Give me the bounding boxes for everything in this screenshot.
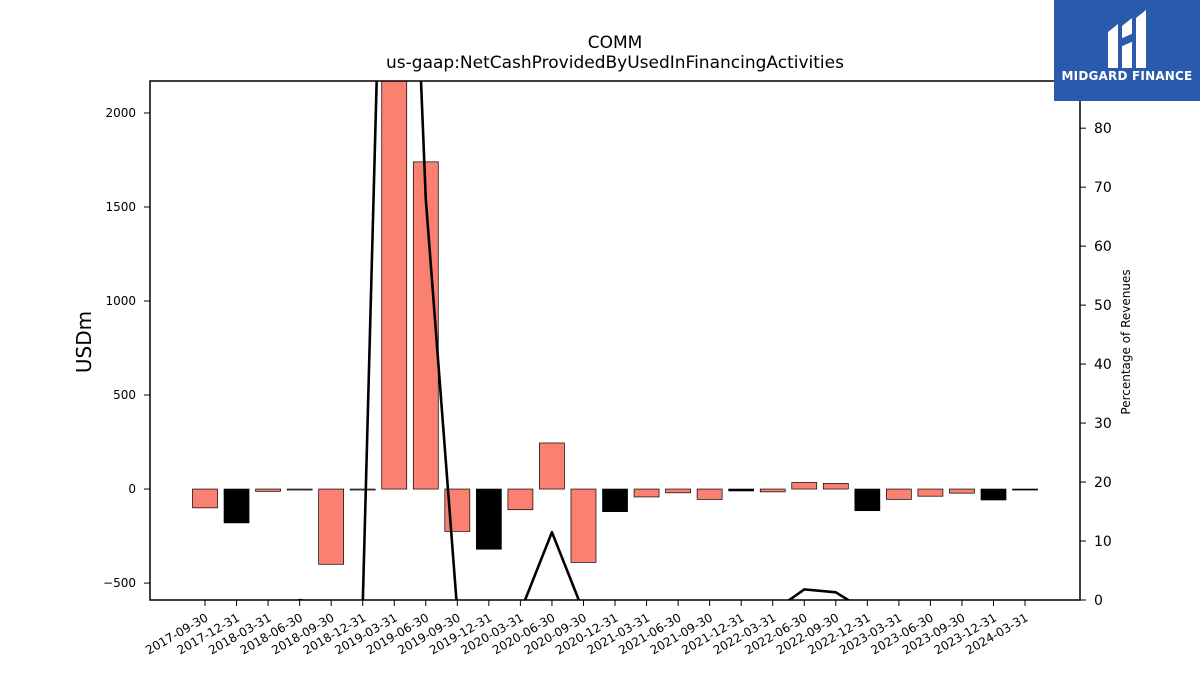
bar-2017-09-30 bbox=[192, 488, 218, 509]
y-tick-label-right: 50 bbox=[1094, 298, 1112, 314]
y-tick-label-right: 0 bbox=[1094, 593, 1103, 609]
y-tick-label-right: 80 bbox=[1094, 121, 1112, 137]
y-tick-label-right: 20 bbox=[1094, 475, 1112, 491]
bar-2023-03-31 bbox=[886, 488, 912, 500]
y-ticks: −500 0 500 1000 1500 2000 bbox=[103, 106, 150, 590]
bar-2019-06-30 bbox=[412, 161, 439, 490]
bar-2021-03-31 bbox=[633, 488, 660, 498]
brand-name: MIDGARD FINANCE bbox=[1061, 69, 1193, 83]
bar-2023-09-30 bbox=[949, 488, 975, 494]
bar-2020-06-30 bbox=[539, 442, 565, 490]
bar-2022-09-30 bbox=[822, 483, 849, 490]
bar-2018-09-30 bbox=[318, 488, 345, 565]
y-ticks-right: 0 10 20 30 40 50 60 70 80 bbox=[1080, 121, 1112, 609]
plot-frame bbox=[149, 80, 1081, 601]
bars bbox=[192, 81, 1038, 565]
bar-2021-06-30 bbox=[665, 488, 691, 494]
bar-2022-03-31 bbox=[759, 488, 786, 493]
y-axis-label-right: Percentage of Revenues bbox=[1119, 269, 1133, 414]
bar-2020-03-31 bbox=[507, 488, 534, 511]
bar-2021-12-31 bbox=[728, 488, 755, 492]
bar-2023-12-31 bbox=[980, 488, 1007, 501]
bar-2018-03-31 bbox=[255, 488, 281, 492]
bar-2019-12-31 bbox=[476, 488, 502, 550]
y-tick-label-right: 40 bbox=[1094, 357, 1112, 373]
x-ticks: 2017-09-302017-12-312018-03-312018-06-30… bbox=[143, 600, 1031, 657]
bar-2022-12-31 bbox=[854, 488, 881, 512]
midgard-logo-icon bbox=[1108, 10, 1146, 68]
bar-2018-12-31 bbox=[349, 488, 376, 491]
bar-2022-06-30 bbox=[791, 482, 818, 490]
bar-2023-06-30 bbox=[917, 488, 944, 497]
chart-title: COMM bbox=[588, 33, 643, 53]
y-tick-label-right: 70 bbox=[1094, 180, 1112, 196]
bar-2020-12-31 bbox=[602, 488, 628, 512]
y-tick-label: 500 bbox=[113, 388, 136, 402]
y-tick-label: 0 bbox=[128, 482, 136, 496]
y-tick-label: −500 bbox=[103, 576, 136, 590]
y-tick-label-right: 10 bbox=[1094, 534, 1112, 550]
y-tick-label-right: 60 bbox=[1094, 239, 1112, 255]
bar-2020-09-30 bbox=[570, 488, 597, 563]
y-tick-label: 1000 bbox=[105, 294, 136, 308]
bar-2021-09-30 bbox=[696, 488, 723, 500]
bar-2018-06-30 bbox=[286, 488, 313, 491]
bar-2019-03-31 bbox=[381, 81, 408, 490]
y-tick-label: 1500 bbox=[105, 200, 136, 214]
bar-2017-12-31 bbox=[223, 488, 250, 524]
bar-2024-03-31 bbox=[1012, 488, 1038, 491]
y-tick-label-right: 30 bbox=[1094, 416, 1112, 432]
brand-logo: MIDGARD FINANCE bbox=[1054, 0, 1200, 101]
chart-subtitle: us-gaap:NetCashProvidedByUsedInFinancing… bbox=[386, 53, 844, 73]
y-axis-label: USDm bbox=[72, 311, 96, 373]
y-tick-label: 2000 bbox=[105, 106, 136, 120]
